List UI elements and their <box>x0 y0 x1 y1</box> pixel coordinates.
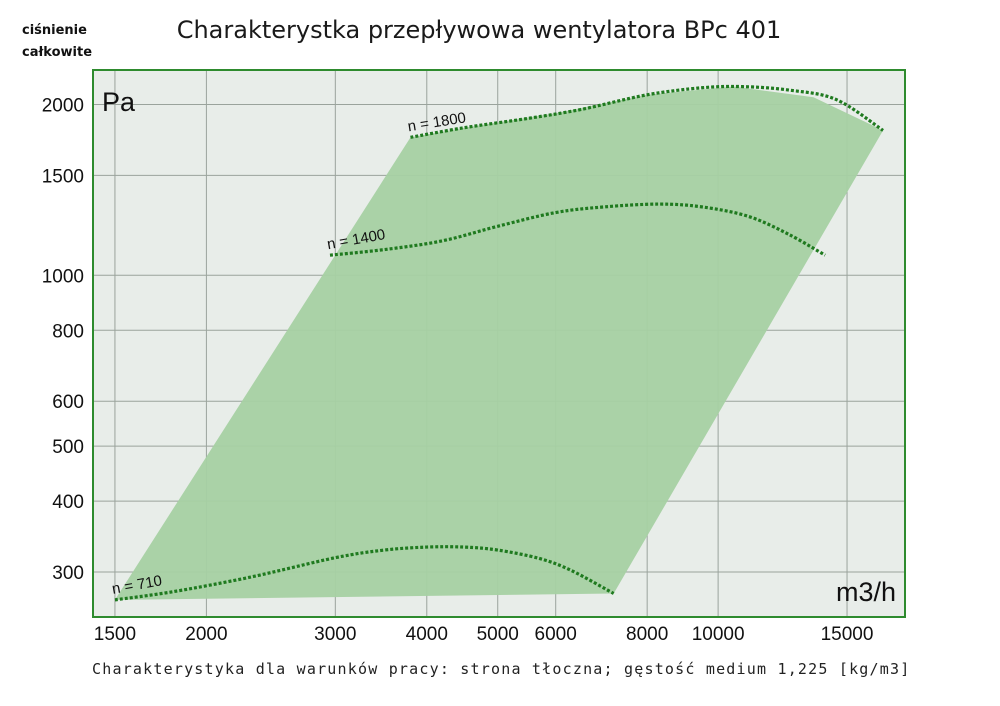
y-tick-500: 500 <box>52 437 84 458</box>
y-tick-800: 800 <box>52 321 84 342</box>
tick-labels: 1500 2000 3000 4000 5000 6000 8000 10000 15000 30… <box>42 95 874 645</box>
x-tick-5000: 5000 <box>477 624 519 645</box>
y-tick-600: 600 <box>52 392 84 413</box>
operating-region <box>114 86 884 600</box>
y-axis-title-line1: ciśnienie <box>22 23 87 38</box>
y-axis-unit: Pa <box>102 87 136 117</box>
x-tick-3000: 3000 <box>314 624 356 645</box>
plot-frame <box>92 69 906 618</box>
chart-title: Charakterystka przepływowa wentylatora B… <box>176 16 782 44</box>
x-tick-10000: 10000 <box>692 624 745 645</box>
x-tick-4000: 4000 <box>406 624 448 645</box>
x-tick-2000: 2000 <box>185 624 227 645</box>
y-tick-1500: 1500 <box>42 166 84 187</box>
curve-710 <box>114 545 615 602</box>
y-tick-400: 400 <box>52 492 84 513</box>
x-tick-1500: 1500 <box>94 624 136 645</box>
y-tick-2000: 2000 <box>42 95 84 116</box>
x-tick-15000: 15000 <box>821 624 874 645</box>
y-axis-title-line2: całkowite <box>22 45 93 60</box>
y-tick-1000: 1000 <box>42 266 84 287</box>
curve-1400 <box>329 202 826 257</box>
footnote: Charakterystyka dla warunków pracy: stro… <box>92 660 911 678</box>
x-tick-8000: 8000 <box>626 624 668 645</box>
x-tick-6000: 6000 <box>535 624 577 645</box>
y-tick-300: 300 <box>52 563 84 584</box>
curve-1800 <box>410 84 884 139</box>
x-axis-unit: m3/h <box>836 577 896 607</box>
